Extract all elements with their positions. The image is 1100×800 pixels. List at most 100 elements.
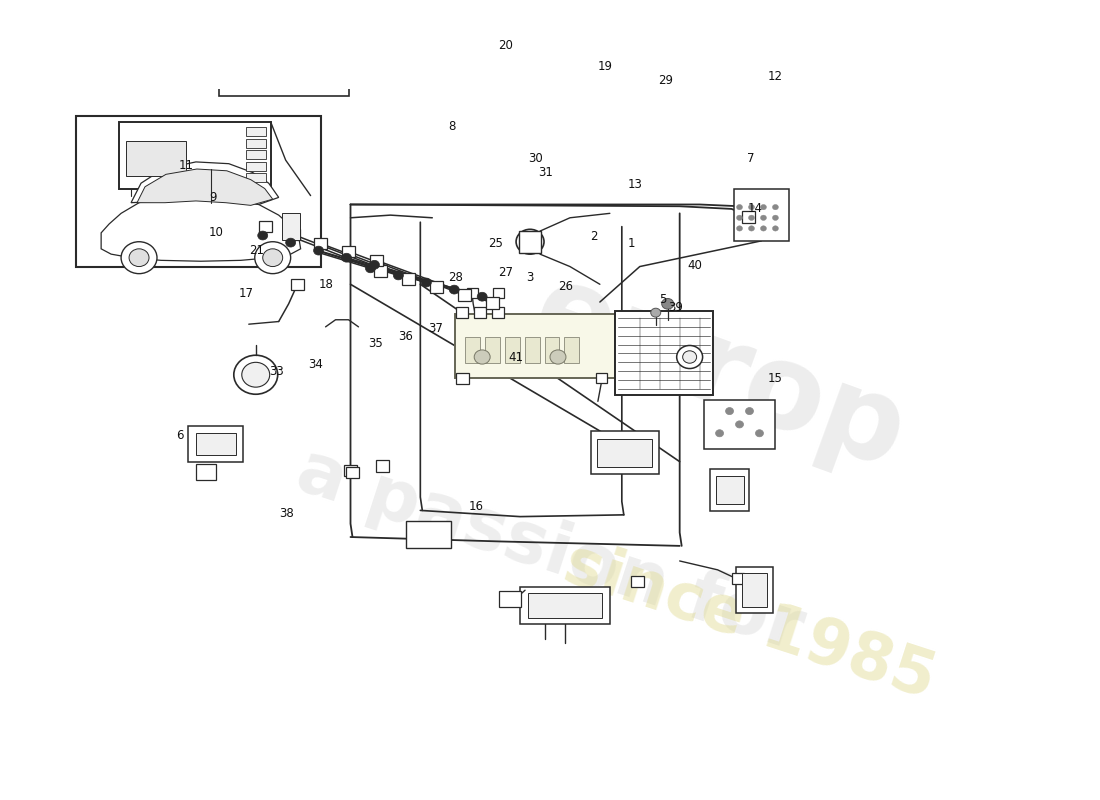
Circle shape <box>760 215 767 221</box>
Circle shape <box>449 285 459 294</box>
Text: 20: 20 <box>498 38 513 52</box>
Bar <box>245 150 266 159</box>
Bar <box>245 162 266 170</box>
Bar <box>342 246 355 258</box>
Bar <box>466 288 477 298</box>
Circle shape <box>477 292 487 301</box>
Text: 19: 19 <box>598 60 613 73</box>
Text: 9: 9 <box>209 190 217 203</box>
Bar <box>219 21 349 96</box>
Circle shape <box>772 226 779 231</box>
Text: 25: 25 <box>488 238 503 250</box>
Text: 30: 30 <box>528 152 542 166</box>
Circle shape <box>255 242 290 274</box>
Text: 31: 31 <box>538 166 553 179</box>
Text: 5: 5 <box>659 293 667 306</box>
Circle shape <box>736 421 744 428</box>
Bar <box>402 274 415 285</box>
Bar <box>455 373 469 384</box>
Bar <box>465 42 475 69</box>
Circle shape <box>737 215 742 221</box>
Text: 8: 8 <box>449 119 455 133</box>
Bar <box>406 521 451 548</box>
Circle shape <box>737 226 742 231</box>
Circle shape <box>242 362 270 387</box>
Bar <box>734 190 789 241</box>
Bar <box>287 229 300 240</box>
Bar <box>485 337 499 363</box>
Bar <box>596 374 607 383</box>
Circle shape <box>662 298 673 309</box>
Polygon shape <box>131 162 278 205</box>
Bar <box>754 222 766 234</box>
Text: 28: 28 <box>449 270 463 284</box>
Bar <box>474 307 486 318</box>
Circle shape <box>341 254 352 262</box>
Circle shape <box>550 350 566 364</box>
Bar <box>374 266 387 277</box>
Circle shape <box>474 350 491 364</box>
Text: 11: 11 <box>179 159 194 172</box>
Text: 6: 6 <box>176 429 184 442</box>
Bar <box>505 337 519 363</box>
Bar <box>519 230 541 253</box>
Circle shape <box>282 52 299 68</box>
Text: 18: 18 <box>319 278 333 290</box>
Bar <box>520 586 609 624</box>
Circle shape <box>651 308 661 317</box>
Circle shape <box>676 346 703 369</box>
Bar <box>499 591 521 607</box>
Bar <box>544 337 560 363</box>
Bar <box>430 281 443 293</box>
Bar <box>742 574 767 607</box>
Text: 21: 21 <box>249 245 264 258</box>
Bar <box>196 433 235 455</box>
Text: 37: 37 <box>428 322 443 335</box>
Circle shape <box>263 249 283 266</box>
Bar <box>315 238 327 250</box>
Circle shape <box>258 31 322 88</box>
Bar <box>126 141 186 176</box>
Bar <box>710 469 749 511</box>
Circle shape <box>726 407 734 414</box>
Circle shape <box>772 215 779 221</box>
Bar <box>493 288 504 298</box>
Circle shape <box>748 205 755 210</box>
Circle shape <box>365 264 375 273</box>
Circle shape <box>394 271 404 280</box>
Text: 1: 1 <box>628 238 636 250</box>
Bar <box>455 314 615 378</box>
Bar <box>282 214 299 240</box>
Text: 15: 15 <box>768 372 782 385</box>
Circle shape <box>760 205 767 210</box>
Text: 35: 35 <box>368 337 383 350</box>
Circle shape <box>516 230 544 254</box>
Bar <box>344 465 358 476</box>
Circle shape <box>760 226 767 231</box>
Circle shape <box>286 238 296 247</box>
Bar <box>450 42 460 69</box>
Text: 12: 12 <box>768 70 782 83</box>
Bar <box>260 221 272 233</box>
Text: 7: 7 <box>748 152 755 166</box>
Bar <box>245 127 266 136</box>
Text: 27: 27 <box>498 266 513 278</box>
Text: 14: 14 <box>748 202 762 215</box>
Bar <box>486 297 498 309</box>
Circle shape <box>370 260 379 270</box>
Bar <box>528 593 603 618</box>
Bar <box>615 311 713 395</box>
Text: since 1985: since 1985 <box>556 532 943 710</box>
Circle shape <box>257 231 267 240</box>
Bar <box>119 122 271 189</box>
Text: 32: 32 <box>697 0 713 2</box>
Circle shape <box>746 407 754 414</box>
Bar <box>492 307 504 318</box>
Text: 34: 34 <box>309 358 323 371</box>
Bar <box>742 211 755 222</box>
Bar <box>732 574 744 584</box>
Text: 36: 36 <box>398 330 414 342</box>
Bar <box>188 426 243 462</box>
Circle shape <box>772 205 779 210</box>
Bar <box>370 254 383 266</box>
